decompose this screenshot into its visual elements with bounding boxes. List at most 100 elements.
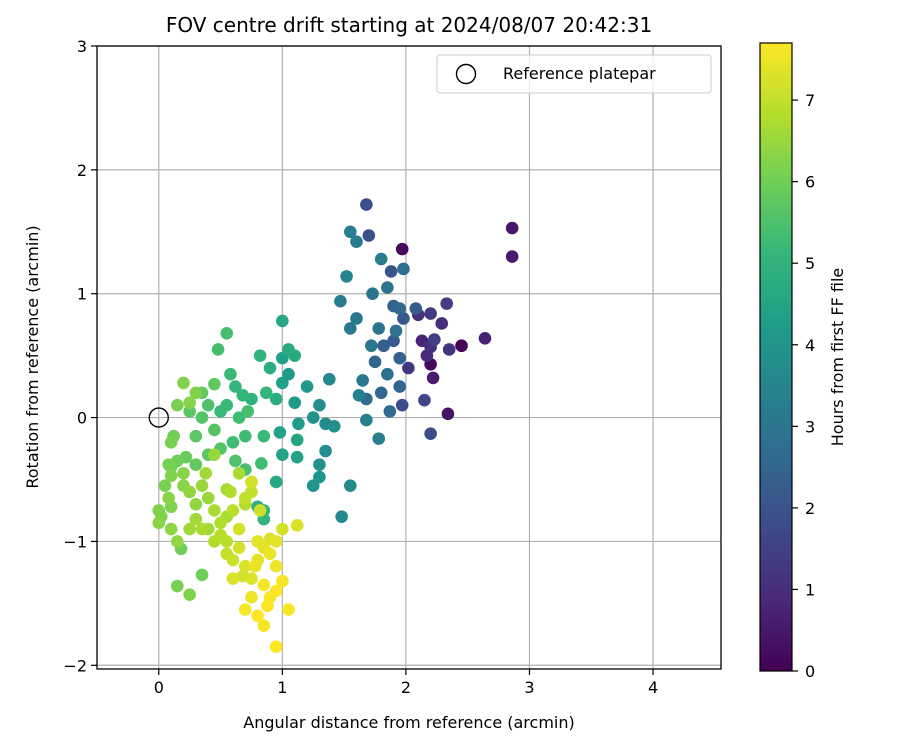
scatter-point [171, 579, 184, 593]
scatter-point [189, 429, 203, 443]
scatter-point [232, 522, 246, 536]
colorbar-tick-label: 0 [805, 662, 815, 681]
scatter-point [397, 312, 410, 325]
x-tick-label: 2 [401, 678, 411, 697]
scatter-point [195, 479, 209, 492]
scatter-point [189, 497, 203, 511]
scatter-point [409, 302, 423, 315]
scatter-point [199, 467, 213, 480]
scatter-point [374, 252, 388, 266]
y-axis-ticks: −2 −1 0 1 2 3 [63, 37, 97, 675]
y-tick-label: −2 [63, 656, 87, 675]
scatter-point [162, 458, 175, 471]
scatter-point [418, 393, 431, 407]
scatter-point [282, 603, 295, 616]
scatter-point [245, 475, 258, 489]
scatter-point [183, 405, 196, 418]
scatter-point [276, 376, 289, 390]
scatter-point [334, 294, 347, 308]
colorbar-tick-label: 7 [805, 91, 815, 110]
scatter-point [220, 327, 234, 340]
scatter-point [381, 281, 394, 294]
scatter-point [368, 355, 382, 369]
scatter-point [195, 568, 209, 582]
scatter-point [211, 343, 225, 356]
scatter-point [269, 640, 283, 654]
scatter-point [208, 448, 221, 462]
y-tick-label: −1 [63, 532, 87, 551]
x-tick-label: 3 [524, 678, 534, 697]
scatter-point [276, 314, 289, 328]
scatter-point [276, 522, 289, 536]
scatter-point [300, 380, 314, 393]
scatter-point [269, 559, 283, 573]
scatter-point [384, 265, 398, 278]
scatter-point [440, 297, 453, 310]
scatter-point [183, 396, 196, 410]
scatter-point [226, 436, 240, 449]
legend-entry-reference: Reference platepar [503, 64, 656, 83]
scatter-point [251, 535, 264, 548]
scatter-point [313, 470, 326, 484]
chart-title: FOV centre drift starting at 2024/08/07 … [166, 13, 652, 37]
scatter-point [229, 454, 242, 468]
colorbar-tick-label: 4 [805, 336, 815, 355]
scatter-point [424, 427, 437, 440]
scatter-point [377, 339, 390, 353]
scatter-point [195, 411, 209, 424]
scatter-point [356, 374, 369, 387]
scatter-point [183, 588, 196, 601]
grid [97, 45, 721, 669]
scatter-point [276, 448, 289, 462]
scatter-point [269, 535, 283, 548]
scatter-point [214, 405, 227, 418]
scatter-point [505, 221, 519, 235]
scatter-point [290, 433, 304, 447]
scatter-point [183, 485, 196, 499]
colorbar-tick-label: 2 [805, 499, 815, 518]
scatter-point [224, 485, 237, 499]
scatter-point [263, 547, 277, 561]
colorbar: 0 1 2 3 4 5 6 7 Hours from first FF file [759, 42, 847, 681]
scatter-point [374, 386, 388, 400]
scatter-point [241, 405, 255, 418]
scatter-point [164, 436, 178, 449]
scatter-point [183, 522, 196, 536]
scatter-point [189, 512, 203, 526]
legend-box [436, 54, 712, 94]
scatter-point [269, 584, 283, 598]
scatter-point [201, 398, 215, 412]
scatter-point [288, 396, 302, 410]
scatter-point [259, 386, 273, 400]
scatter-point [335, 510, 348, 523]
scatter-point [478, 332, 492, 345]
scatter-point [177, 376, 190, 390]
colorbar-tick-label: 3 [805, 417, 815, 436]
scatter-point [269, 475, 283, 489]
scatter-point [257, 429, 271, 443]
scatter-point [292, 417, 305, 431]
scatter-point [208, 377, 221, 391]
scatter-point [273, 426, 287, 439]
scatter-point [189, 458, 203, 471]
scatter-point [226, 553, 240, 567]
scatter-point [232, 467, 246, 480]
scatter-point [402, 361, 415, 375]
scatter-point [344, 322, 357, 335]
reference-marker-group [148, 407, 169, 428]
scatter-point [306, 411, 320, 424]
scatter-point [269, 392, 283, 406]
scatter-point [323, 372, 336, 386]
scatter-point [253, 504, 267, 517]
scatter-point [387, 334, 400, 348]
scatter-point [319, 444, 332, 458]
scatter-point [344, 225, 357, 239]
scatter-point [236, 388, 250, 402]
scatter-point [393, 380, 407, 393]
scatter-point [248, 559, 262, 573]
colorbar-tick-label: 6 [805, 173, 815, 192]
scatter-point [257, 619, 271, 632]
scatter-point [313, 398, 326, 412]
scatter-point [350, 312, 363, 325]
